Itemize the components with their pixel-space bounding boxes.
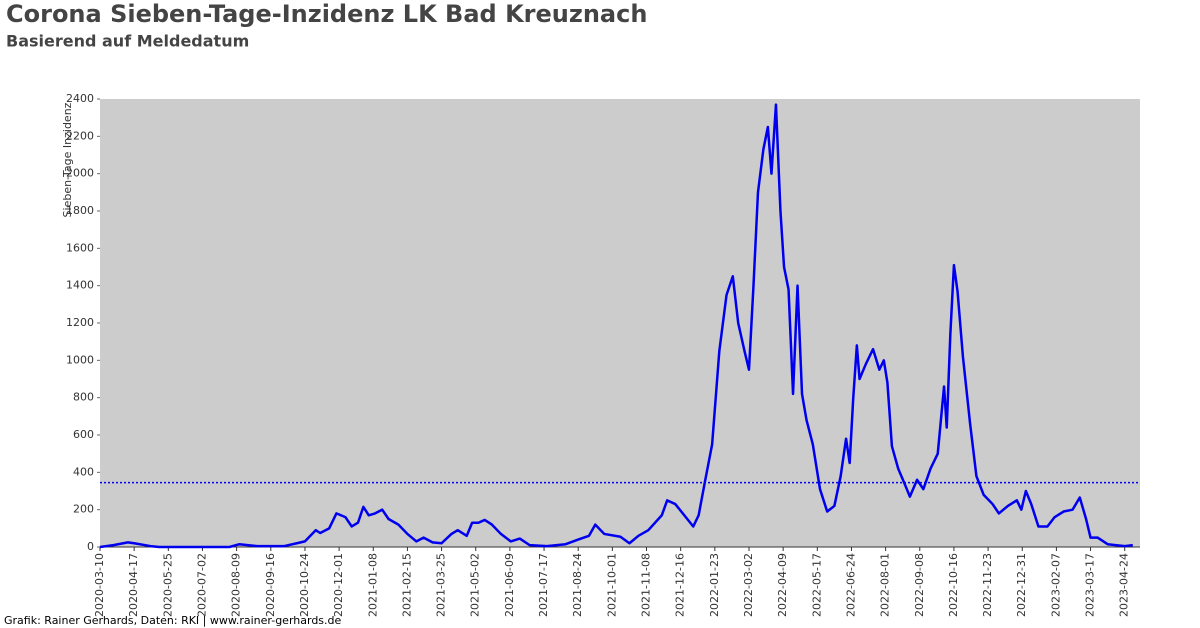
x-tick-label: 2022-06-24: [844, 553, 857, 617]
plot-area: [100, 99, 1140, 547]
y-tick-label: 0: [87, 540, 94, 553]
data-line: [99, 103, 1133, 549]
x-tick-label: 2020-03-10: [93, 553, 106, 617]
x-tick-label: 2022-11-23: [981, 553, 994, 617]
x-tick-label: 2022-03-02: [742, 553, 755, 617]
y-tick-label: 2400: [66, 92, 94, 105]
x-tick-label: 2021-12-16: [674, 553, 687, 617]
x-tick-label: 2023-03-17: [1084, 553, 1097, 617]
x-tick-label: 2020-04-17: [127, 553, 140, 617]
x-tick-label: 2020-10-24: [298, 553, 311, 617]
x-tick-label: 2020-07-02: [195, 553, 208, 617]
y-tick-label: 400: [73, 465, 94, 478]
x-tick-label: 2022-05-17: [810, 553, 823, 617]
x-tick-label: 2021-08-24: [571, 553, 584, 617]
x-tick-label: 2022-08-01: [879, 553, 892, 617]
x-tick-label: 2021-07-17: [537, 553, 550, 617]
y-tick-label: 2200: [66, 129, 94, 142]
y-tick-label: 200: [73, 503, 94, 516]
y-tick-label: 600: [73, 428, 94, 441]
chart-title: Corona Sieben-Tage-Inzidenz LK Bad Kreuz…: [6, 0, 647, 28]
y-tick-label: 800: [73, 391, 94, 404]
x-tick-label: 2021-01-08: [366, 553, 379, 617]
y-tick-label: 1000: [66, 353, 94, 366]
x-tick-label: 2022-12-31: [1015, 553, 1028, 617]
y-tick-label: 1800: [66, 204, 94, 217]
x-tick-label: 2023-02-07: [1049, 553, 1062, 617]
y-tick-label: 1400: [66, 279, 94, 292]
y-tick-label: 2000: [66, 167, 94, 180]
y-tick-label: 1600: [66, 241, 94, 254]
x-tick-label: 2023-04-24: [1118, 553, 1131, 617]
chart-subtitle: Basierend auf Meldedatum: [6, 32, 249, 51]
x-tick-label: 2021-05-02: [469, 553, 482, 617]
x-tick-label: 2020-08-09: [230, 553, 243, 617]
x-tick-label: 2022-04-09: [776, 553, 789, 617]
x-tick-label: 2020-05-25: [161, 553, 174, 617]
x-tick-label: 2021-02-15: [400, 553, 413, 617]
y-tick-label: 1200: [66, 316, 94, 329]
x-tick-label: 2022-10-16: [947, 553, 960, 617]
x-tick-label: 2022-01-23: [708, 553, 721, 617]
x-tick-label: 2020-12-01: [332, 553, 345, 617]
x-tick-label: 2020-09-16: [264, 553, 277, 617]
y-axis-label: Sieben-Tage Inzidenz: [61, 102, 74, 217]
x-tick-label: 2021-10-01: [605, 553, 618, 617]
x-tick-label: 2022-09-08: [913, 553, 926, 617]
x-tick-label: 2021-06-09: [503, 553, 516, 617]
x-tick-label: 2021-11-08: [640, 553, 653, 617]
x-tick-label: 2021-03-25: [435, 553, 448, 617]
footer: Grafik: Rainer Gerhards, Daten: RKI | ww…: [4, 614, 342, 627]
